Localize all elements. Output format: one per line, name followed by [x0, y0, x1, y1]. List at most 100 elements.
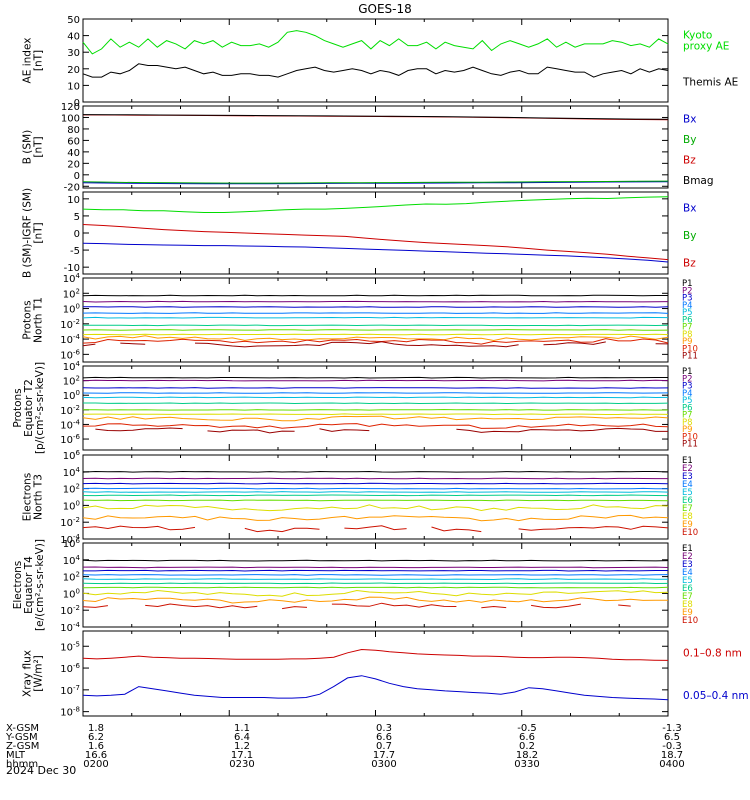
- y-tick-label: 10: [67, 81, 80, 92]
- channel-label: P9: [682, 337, 693, 347]
- legend-label: Bx: [683, 113, 696, 125]
- ephemeris-value: 6.4: [234, 732, 250, 743]
- y-tick-label: 5: [74, 212, 80, 223]
- channel-label: E9: [682, 608, 693, 618]
- series-line: [82, 63, 669, 78]
- channel-label: E5: [682, 488, 693, 498]
- ephemeris-value: 6.6: [519, 732, 535, 743]
- channel-line: [82, 504, 669, 512]
- y-tick-label: -10: [64, 263, 80, 274]
- channel-line: [82, 566, 669, 569]
- ephemeris-label: Z-GSM: [6, 741, 39, 752]
- channel-line: [456, 427, 668, 433]
- channel-line: [82, 413, 669, 416]
- channel-line: [82, 423, 669, 429]
- y-tick-label: 10-8: [60, 706, 80, 719]
- ephemeris-value: 18.2: [516, 750, 538, 761]
- y-tick-label: 100: [63, 499, 80, 512]
- ephemeris-value: 0300: [371, 759, 396, 770]
- ephemeris-label: MLT: [6, 750, 26, 761]
- channel-label: P1: [682, 367, 693, 377]
- y-tick-label: 102: [63, 483, 80, 496]
- panel-xray: 10-5 10-6 10-7 10-8 Xray flux [W/m²] 0.1–0.8 n…: [22, 630, 749, 719]
- channel-label: E6: [682, 496, 693, 506]
- channel-line: [82, 559, 669, 562]
- channel-label: E10: [682, 528, 698, 538]
- channel-label: P3: [682, 294, 693, 304]
- channel-label: P11: [682, 440, 698, 450]
- channel-line: [82, 499, 669, 502]
- series-line: [82, 224, 669, 261]
- y-tick-label: 10-2: [60, 516, 80, 529]
- ephemeris-value: 1.2: [234, 741, 250, 752]
- channel-label: P8: [682, 330, 693, 340]
- legend-label: Bz: [683, 154, 696, 166]
- channel-label: E7: [682, 592, 693, 602]
- channel-label: P10: [682, 432, 698, 442]
- y-tick-label: 102: [63, 287, 80, 300]
- channel-line: [82, 487, 669, 490]
- ephemeris-value: 0400: [659, 759, 684, 770]
- ephemeris-value: 0330: [514, 759, 539, 770]
- y-axis-title: Protons: [12, 388, 24, 427]
- channel-label: E1: [682, 544, 693, 554]
- series-line: [82, 114, 669, 121]
- y-axis-title: North T3: [33, 474, 45, 520]
- channel-line: [82, 477, 668, 480]
- channel-line: [82, 514, 669, 522]
- y-tick-label: 20: [67, 65, 80, 76]
- ephemeris-value: -1.3: [662, 723, 682, 734]
- channel-line: [82, 312, 669, 314]
- channel-line: [82, 294, 668, 297]
- channel-line: [82, 324, 669, 327]
- y-tick-label: 20: [67, 159, 80, 170]
- y-tick-label: 10-6: [60, 662, 80, 675]
- y-tick-label: 10-2: [60, 318, 80, 331]
- y-tick-label: 10-7: [60, 684, 80, 697]
- legend-label: By: [683, 230, 696, 242]
- channel-line: [82, 333, 669, 336]
- series-line: [82, 648, 669, 661]
- channel-label: P1: [682, 279, 693, 289]
- channel-label: P2: [682, 286, 693, 296]
- ephemeris-value: 0230: [229, 759, 254, 770]
- channel-line: [331, 602, 457, 608]
- channel-line: [82, 396, 669, 399]
- channel-line: [82, 379, 669, 382]
- channel-line: [344, 525, 407, 531]
- ephemeris-value: 17.7: [373, 750, 395, 761]
- channel-label: P6: [682, 403, 693, 413]
- series-line: [82, 180, 669, 184]
- y-axis-title: [e/(cm²-s-sr-keV)]: [34, 539, 46, 631]
- y-tick-label: 104: [63, 466, 81, 479]
- y-tick-label: 60: [67, 136, 80, 147]
- channel-line: [82, 306, 669, 308]
- y-tick-label: 102: [63, 571, 80, 584]
- ephemeris-label: hhmm: [6, 759, 38, 770]
- y-axis-title: [nT]: [33, 50, 45, 71]
- y-axis-title: B (SM)-IGRF (SM): [22, 188, 34, 278]
- series-line: [82, 181, 669, 185]
- y-tick-label: 10-6: [60, 433, 80, 446]
- channel-line: [82, 589, 669, 597]
- channel-line: [82, 316, 669, 319]
- y-axis-title: [nT]: [33, 136, 45, 157]
- channel-line: [82, 525, 196, 531]
- legend-label: Bz: [683, 257, 696, 269]
- channel-line: [120, 342, 146, 345]
- y-tick-label: 106: [63, 449, 81, 462]
- y-tick-label: 104: [63, 360, 81, 373]
- y-axis-title: B (SM): [22, 130, 34, 164]
- channel-line: [82, 494, 669, 497]
- y-tick-label: 10-4: [60, 418, 80, 431]
- channel-line: [82, 491, 669, 493]
- y-axis-title: Protons: [22, 300, 34, 339]
- plot-title: GOES-18: [358, 2, 412, 16]
- legend-label: proxy AE: [683, 40, 729, 52]
- y-axis-title: [W/m²]: [33, 655, 45, 692]
- channel-line: [319, 428, 370, 432]
